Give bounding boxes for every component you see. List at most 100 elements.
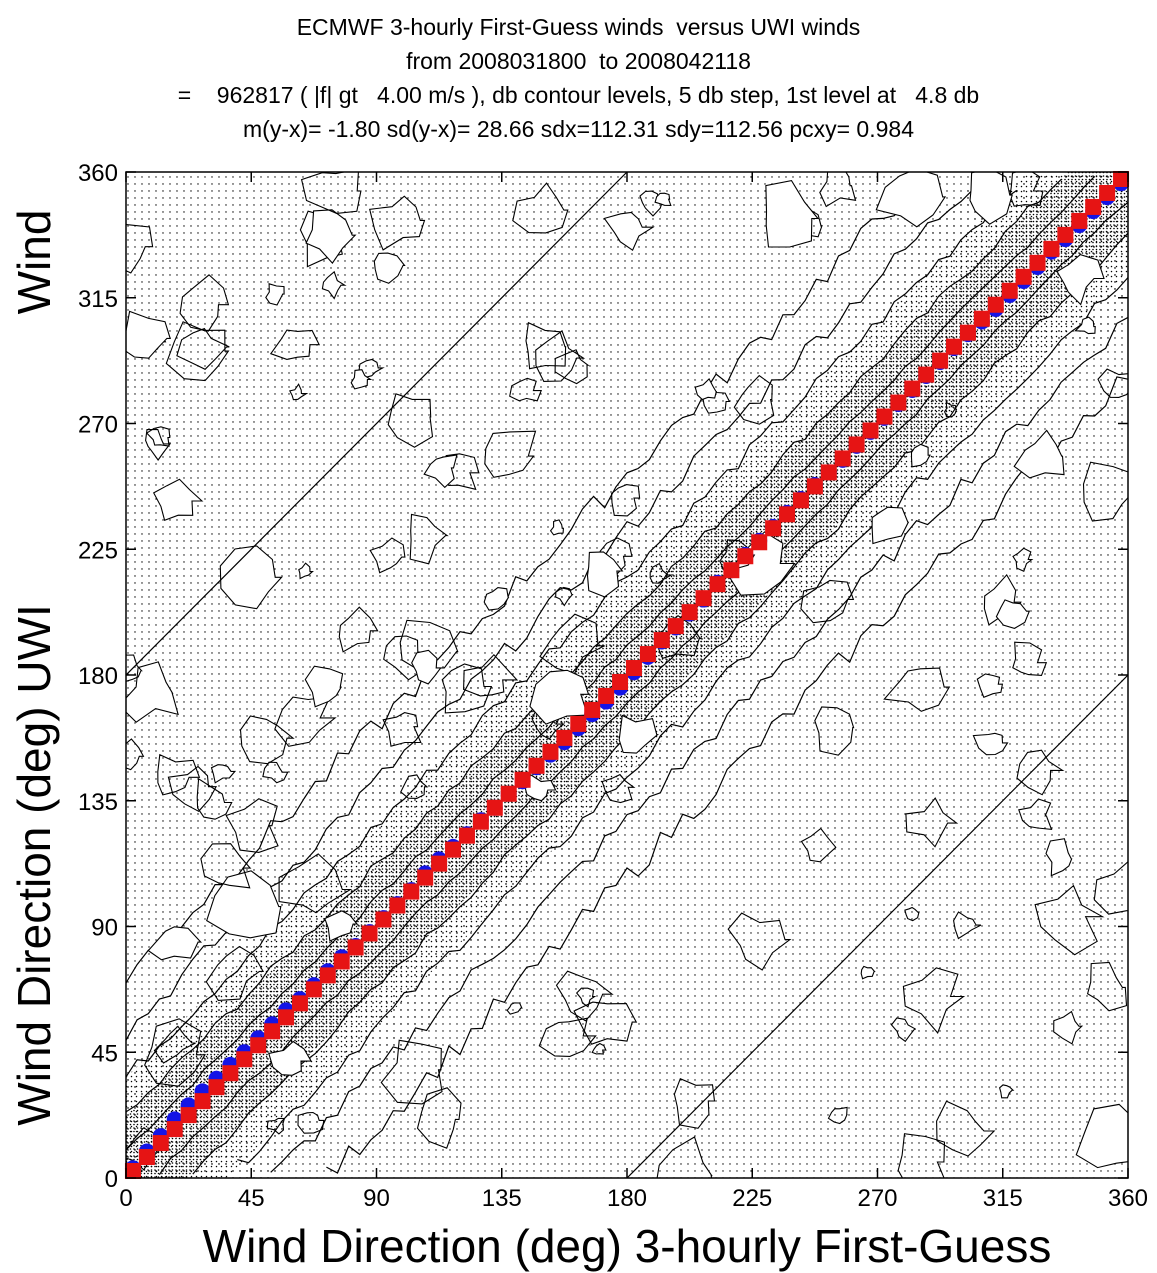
data-point-square xyxy=(723,562,740,579)
contour-blob xyxy=(1074,316,1096,335)
y-tick-label: 45 xyxy=(91,1040,118,1067)
contour-blob xyxy=(262,761,289,784)
contour-blob xyxy=(387,393,434,448)
contour-blob xyxy=(297,1111,325,1134)
data-point-square xyxy=(848,436,865,453)
data-point-square xyxy=(820,464,837,481)
data-point-square xyxy=(584,701,601,718)
contour-blob xyxy=(525,321,567,370)
contour-blob xyxy=(639,190,664,217)
contour-blob xyxy=(145,426,171,447)
data-point-square xyxy=(570,715,587,732)
contour-blob xyxy=(1016,749,1065,796)
data-point-square xyxy=(208,1079,225,1096)
contour-blob xyxy=(200,843,252,889)
contour-blob xyxy=(575,987,597,1008)
contour-blob xyxy=(176,327,230,370)
data-point-square xyxy=(709,576,726,593)
data-point-square xyxy=(834,450,851,467)
title-line-1: ECMWF 3-hourly First-Guess winds versus … xyxy=(296,14,861,40)
data-point-square xyxy=(1113,170,1130,187)
contour-blob xyxy=(380,1039,443,1105)
contour-blob xyxy=(611,484,641,517)
data-point-square xyxy=(987,296,1004,313)
data-point-square xyxy=(486,799,503,816)
data-point-square xyxy=(779,506,796,523)
contour-blob xyxy=(995,599,1031,629)
contour-blob xyxy=(538,1017,597,1057)
contour-blob xyxy=(549,519,564,536)
contour-blob xyxy=(463,653,519,697)
axis-ticks: 0 45 90 135 180 225 270 315 360 0 45 90 135 180 225 270… xyxy=(78,160,1148,1212)
data-point-square xyxy=(1015,268,1032,285)
x-axis-title: Wind Direction (deg) 3-hourly First-Gues… xyxy=(203,1220,1052,1272)
contour-blob xyxy=(1053,1010,1084,1045)
data-point-square xyxy=(556,729,573,746)
contour-blob xyxy=(897,1133,946,1178)
contour-blob xyxy=(702,390,731,414)
x-tick-label: 135 xyxy=(482,1185,522,1212)
contour-line xyxy=(237,277,1128,1164)
data-point-square xyxy=(625,660,642,677)
contour-blob xyxy=(535,330,586,382)
data-point-square xyxy=(403,883,420,900)
title-line-4: m(y-x)= -1.80 sd(y-x)= 28.66 sdx=112.31 … xyxy=(243,116,914,142)
contour-blob xyxy=(239,715,295,765)
contour-blob xyxy=(179,274,230,332)
contour-blob xyxy=(905,797,959,848)
contour-line xyxy=(126,175,1096,1151)
contour-blob xyxy=(902,967,966,1034)
contour-blob xyxy=(126,223,154,274)
data-point-square xyxy=(431,855,448,872)
data-point-square xyxy=(612,673,629,690)
contour-blob xyxy=(298,562,314,580)
data-point-square xyxy=(389,897,406,914)
contour-line xyxy=(158,201,1128,1176)
contour-blob xyxy=(1045,838,1073,877)
contour-blob xyxy=(814,706,855,756)
data-point-square xyxy=(278,1009,295,1026)
contour-blob xyxy=(733,374,775,425)
title-line-3: = 962817 ( |f| gt 4.00 m/s ), db contour… xyxy=(177,82,980,108)
data-point-square xyxy=(737,548,754,565)
contour-blob xyxy=(871,506,910,545)
y-tick-label: 0 xyxy=(105,1166,118,1193)
data-point-square xyxy=(667,618,684,635)
contour-blob xyxy=(1013,429,1065,479)
x-tick-label: 315 xyxy=(983,1185,1023,1212)
y-tick-label: 90 xyxy=(91,915,118,942)
title-block: ECMWF 3-hourly First-Guess winds versus … xyxy=(0,10,1157,146)
contour-blob xyxy=(827,1106,848,1125)
contour-blob xyxy=(338,606,379,653)
contour-blob xyxy=(400,774,429,799)
contour-blob xyxy=(1034,884,1105,956)
contour-blob xyxy=(953,911,982,940)
contour-blob xyxy=(210,764,237,784)
contour-blob xyxy=(555,586,574,607)
contour-blob xyxy=(416,1087,462,1149)
contour-blob xyxy=(409,513,449,565)
contour-blob xyxy=(1082,461,1128,522)
data-point-square xyxy=(542,743,559,760)
contour-blob xyxy=(165,321,230,382)
data-point-square xyxy=(1085,198,1102,215)
y-tick-label: 135 xyxy=(78,789,118,816)
contour-blob xyxy=(304,665,344,708)
data-point-square xyxy=(1043,240,1060,257)
contour-blob xyxy=(399,619,459,669)
data-point-square xyxy=(375,911,392,928)
x-tick-label: 90 xyxy=(363,1185,390,1212)
contour-blob xyxy=(196,777,233,820)
data-point-square xyxy=(236,1051,253,1068)
contour-blob xyxy=(875,172,947,228)
reference-line xyxy=(126,172,628,676)
y-axis-title-top: Wind xyxy=(8,210,60,315)
contour-blob xyxy=(539,613,605,675)
data-point-square xyxy=(598,687,615,704)
contour-blob xyxy=(167,765,218,812)
contour-blob xyxy=(656,1136,713,1178)
y-axis-title: Wind Direction (deg) UWI xyxy=(8,604,60,1125)
data-point-square xyxy=(138,1149,155,1166)
contour-blob xyxy=(591,1042,607,1055)
data-point-square xyxy=(222,1065,239,1082)
